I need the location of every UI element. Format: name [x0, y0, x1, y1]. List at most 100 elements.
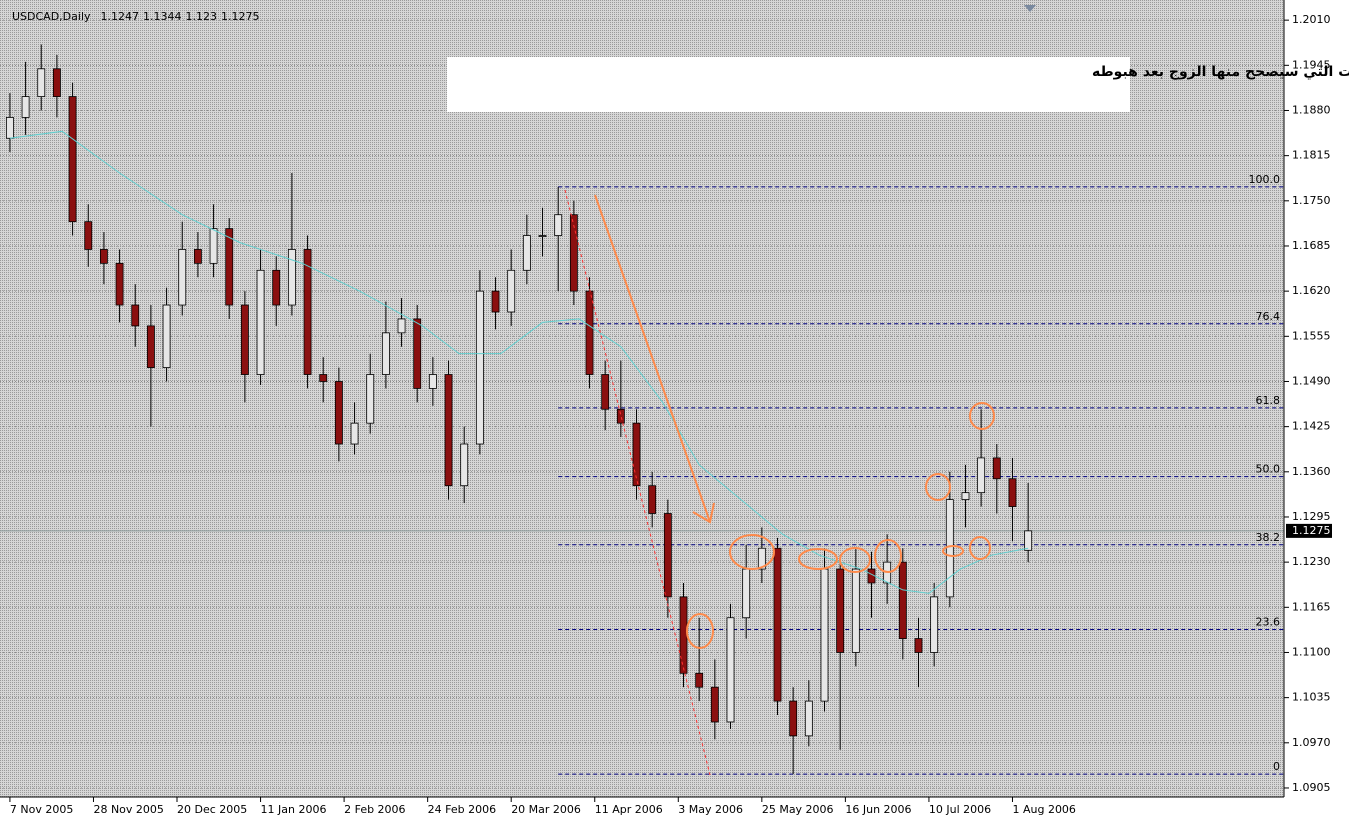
candle-body: [350, 422, 359, 445]
y-tick-label: 1.1360: [1292, 465, 1331, 478]
trend-arrow: [594, 194, 711, 523]
y-tick-label: 1.1685: [1292, 239, 1331, 252]
candle-body: [240, 304, 249, 375]
candle-body: [945, 499, 954, 598]
fib-label: 23.6: [1256, 616, 1281, 629]
candle-body: [742, 568, 751, 619]
candle-body: [491, 290, 500, 313]
y-tick-label: 1.1880: [1292, 103, 1331, 116]
candle-body: [146, 325, 155, 368]
candle-body: [1024, 530, 1033, 551]
candle-body: [209, 228, 218, 264]
candle-body: [256, 269, 265, 375]
candle-body: [663, 513, 672, 598]
fib-label: 0: [1273, 760, 1280, 773]
candle-body: [397, 318, 406, 334]
y-tick-label: 1.2010: [1292, 13, 1331, 26]
y-tick-label: 1.1750: [1292, 194, 1331, 207]
open-value: 1.1247: [101, 10, 140, 23]
moving-average: [9, 130, 1029, 594]
candle-body: [898, 561, 907, 639]
candle-body: [319, 374, 328, 382]
circle: [969, 536, 991, 560]
y-tick-label: 1.1230: [1292, 555, 1331, 568]
x-tick-label: 28 Nov 2005: [93, 803, 163, 816]
price-label: 1.1275: [1292, 524, 1331, 537]
candle-body: [413, 318, 422, 389]
candle-body: [648, 485, 657, 514]
candle-body: [961, 492, 970, 501]
candle-body: [131, 304, 140, 327]
circle: [798, 548, 838, 570]
shift-marker: [1024, 5, 1036, 12]
candle-body: [84, 221, 93, 250]
candle-body: [851, 568, 860, 653]
y-tick-label: 1.1425: [1292, 420, 1331, 433]
x-tick-label: 11 Jan 2006: [261, 803, 327, 816]
candle-body: [726, 617, 735, 723]
candle-body: [5, 117, 14, 139]
circle: [925, 473, 951, 501]
candle-body: [193, 249, 202, 264]
candle-body: [21, 96, 30, 118]
price-label-box: [1286, 523, 1332, 538]
circle: [942, 545, 964, 557]
candle-body: [632, 422, 641, 487]
candle-body: [914, 638, 923, 653]
fib-label: 76.4: [1256, 310, 1281, 323]
candle-body: [554, 214, 563, 236]
circle: [839, 547, 871, 573]
candle-body: [585, 290, 594, 375]
x-tick-label: 1 Aug 2006: [1012, 803, 1075, 816]
candle-body: [99, 249, 108, 264]
candle-body: [272, 269, 281, 306]
x-tick-label: 2 Feb 2006: [344, 803, 405, 816]
y-tick-label: 1.1815: [1292, 149, 1331, 162]
candle-body: [52, 68, 61, 97]
x-tick-label: 10 Jul 2006: [929, 803, 991, 816]
fib-trendline: [564, 189, 711, 776]
candle-body: [68, 96, 77, 223]
x-tick-label: 11 Apr 2006: [595, 803, 663, 816]
candle-body: [381, 332, 390, 375]
x-tick-label: 16 Jun 2006: [845, 803, 911, 816]
y-tick-label: 1.1555: [1292, 329, 1331, 342]
candle-body: [992, 457, 1001, 480]
candle-body: [475, 290, 484, 445]
x-tick-label: 7 Nov 2005: [10, 803, 73, 816]
candle-body: [820, 568, 829, 702]
candle-body: [804, 700, 813, 737]
fib-label: 38.2: [1256, 531, 1281, 544]
circle: [729, 534, 775, 570]
candle-body: [115, 262, 124, 306]
y-tick-label: 1.1620: [1292, 284, 1331, 297]
candle-body: [836, 568, 845, 653]
candle-body: [37, 68, 46, 97]
candle-body: [507, 269, 516, 313]
candle-body: [162, 304, 171, 368]
candle-body: [366, 374, 375, 424]
candle-body: [757, 547, 766, 570]
y-tick-label: 1.1100: [1292, 645, 1331, 658]
candle-body: [178, 249, 187, 306]
fib-label: 50.0: [1256, 463, 1281, 476]
candle-body: [303, 249, 312, 375]
candle-body: [710, 686, 719, 723]
candle-body: [428, 374, 437, 389]
candle-body: [287, 249, 296, 306]
candle-body: [601, 374, 610, 410]
y-tick-label: 1.1295: [1292, 510, 1331, 523]
y-tick-label: 1.1165: [1292, 600, 1331, 613]
y-tick-label: 1.1490: [1292, 374, 1331, 387]
x-tick-label: 24 Feb 2006: [428, 803, 496, 816]
y-tick-label: 1.1945: [1292, 58, 1331, 71]
fib-label: 100.0: [1249, 173, 1281, 186]
low-value: 1.123: [186, 10, 218, 23]
arrow-head: [692, 502, 715, 524]
fib-label: 61.8: [1256, 394, 1281, 407]
candle-body: [569, 214, 578, 292]
chart-header: USDCAD,Daily 1.1247 1.1344 1.123 1.1275: [12, 10, 260, 23]
highlight-circles: [686, 402, 995, 649]
circle: [686, 613, 714, 649]
x-tick-label: 20 Dec 2005: [177, 803, 247, 816]
